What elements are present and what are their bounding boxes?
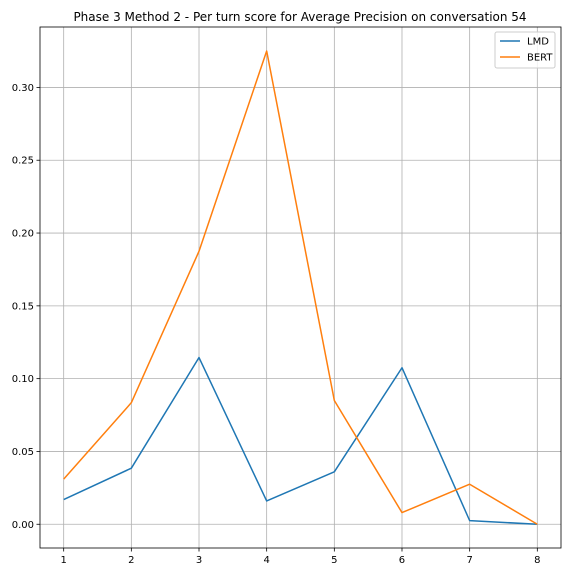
grid <box>40 27 561 548</box>
legend-label-lmd: LMD <box>527 37 549 48</box>
y-axis: 0.00 0.05 0.10 0.15 0.20 0.25 0.30 <box>12 83 40 531</box>
y-tick-label: 0.25 <box>12 156 34 167</box>
x-tick-label: 4 <box>263 555 269 566</box>
series-line-bert <box>63 50 538 525</box>
series-line-lmd <box>63 356 538 526</box>
y-tick-label: 0.15 <box>12 301 34 312</box>
y-tick-label: 0.10 <box>12 374 34 385</box>
legend-label-bert: BERT <box>527 53 553 64</box>
x-tick-label: 3 <box>196 555 202 566</box>
x-tick-label: 5 <box>331 555 337 566</box>
series-lines <box>63 50 538 526</box>
y-tick-label: 0.00 <box>12 520 34 531</box>
x-tick-label: 8 <box>534 555 540 566</box>
plot-frame <box>39 26 562 549</box>
chart-title: Phase 3 Method 2 - Per turn score for Av… <box>73 10 526 24</box>
x-tick-label: 7 <box>466 555 472 566</box>
y-tick-label: 0.20 <box>12 229 34 240</box>
y-tick-label: 0.05 <box>12 447 34 458</box>
x-axis: 1 2 3 4 5 6 7 8 <box>60 548 541 566</box>
y-tick-label: 0.30 <box>12 83 34 94</box>
x-tick-label: 1 <box>60 555 66 566</box>
x-tick-label: 2 <box>128 555 134 566</box>
x-tick-label: 6 <box>399 555 405 566</box>
legend: LMD BERT <box>494 31 556 69</box>
